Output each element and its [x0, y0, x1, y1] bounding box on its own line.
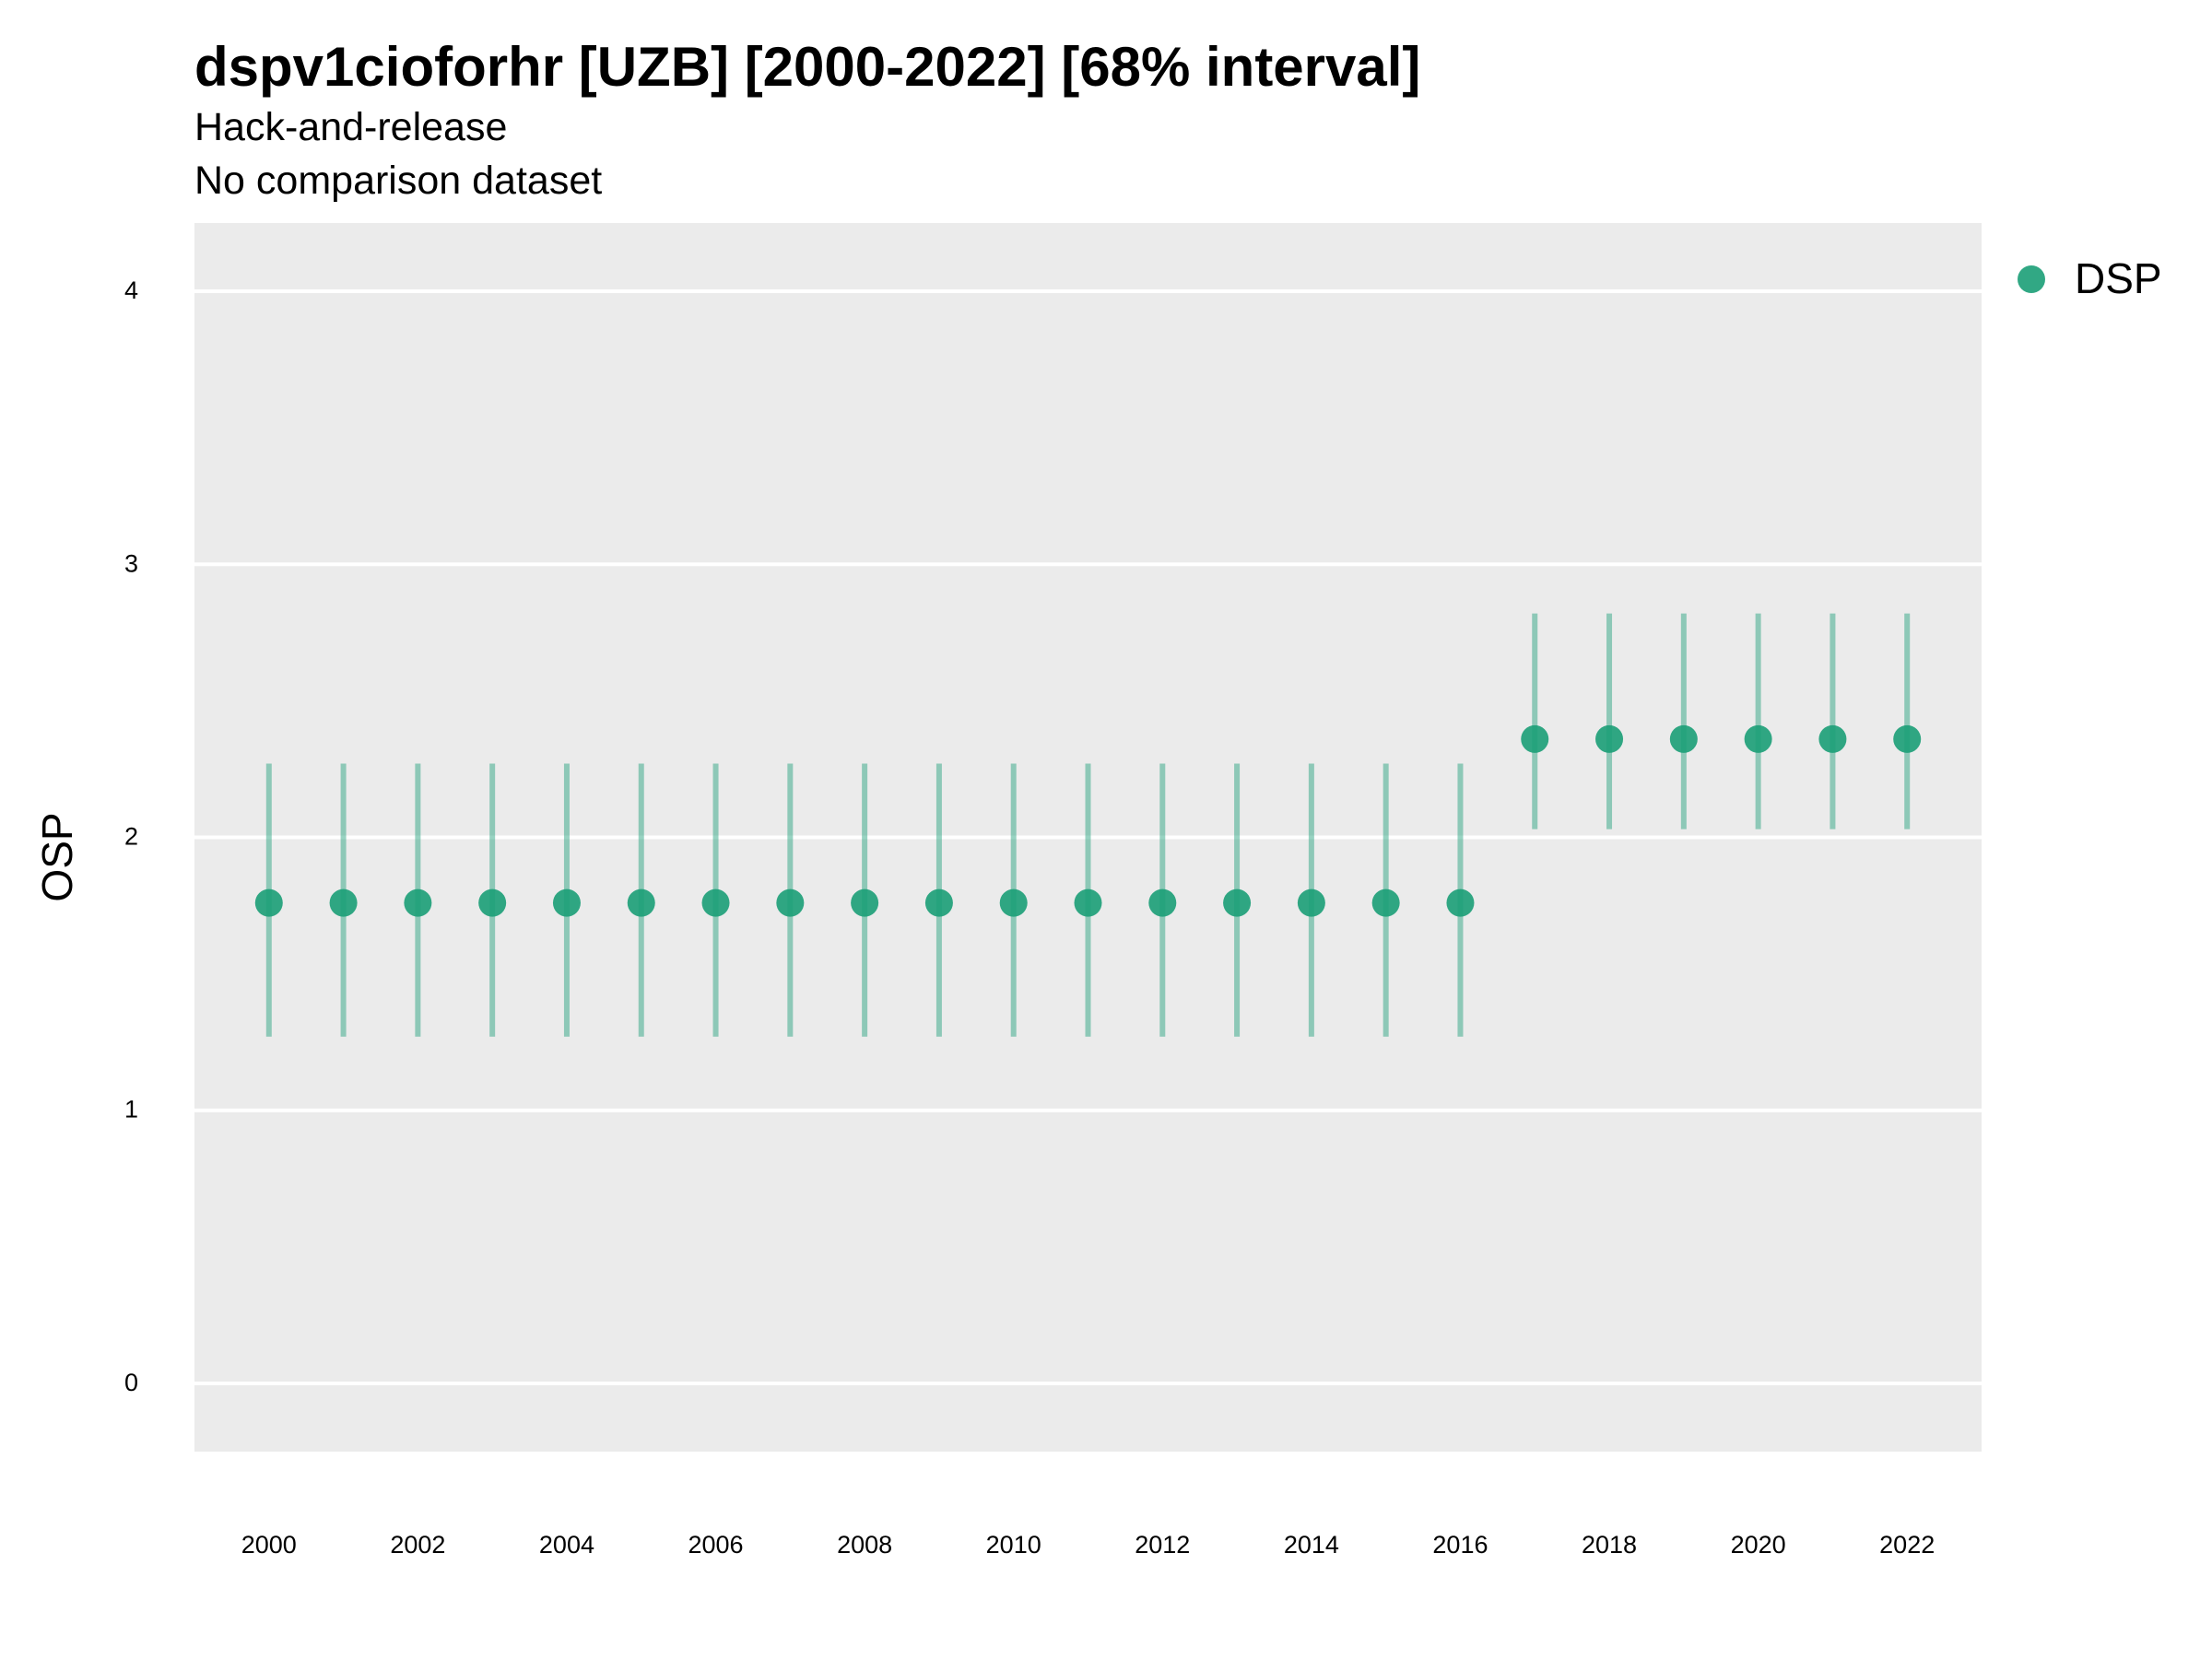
data-point: [924, 888, 953, 917]
data-point: [851, 888, 879, 917]
legend: DSP: [2018, 254, 2162, 302]
y-axis-label: OSP: [33, 812, 81, 901]
data-point: [1595, 724, 1624, 753]
y-tick-label: 1: [124, 1096, 138, 1124]
data-point: [254, 888, 283, 917]
y-tick-label: 3: [124, 549, 138, 577]
x-tick-label: 2006: [688, 1531, 744, 1559]
data-point: [1446, 888, 1475, 917]
data-point: [1148, 888, 1177, 917]
gridlines: [194, 289, 1982, 1385]
data-point: [627, 888, 655, 917]
legend-key-dsp: [2018, 265, 2045, 293]
x-tick-label: 2004: [539, 1531, 594, 1559]
y-tick-label: 2: [124, 823, 138, 851]
data-point: [999, 888, 1028, 917]
x-tick-label: 2010: [986, 1531, 1041, 1559]
data-point: [1223, 888, 1252, 917]
data-point: [1297, 888, 1325, 917]
data-point: [1371, 888, 1400, 917]
y-axis-ticks: 0 1 2 3 4: [124, 276, 138, 1396]
legend-label-dsp: DSP: [2075, 254, 2162, 302]
data-point: [776, 888, 805, 917]
x-tick-label: 2002: [390, 1531, 445, 1559]
data-point: [1669, 724, 1698, 753]
data-point: [404, 888, 432, 917]
data-point: [1521, 724, 1549, 753]
data-points: [254, 724, 1922, 917]
chart-subtitle-secondary: No comparison dataset: [194, 159, 603, 203]
x-axis-ticks: 2000 2002 2004 2006 2008 2010 2012 2014 2016 2018…: [241, 1531, 1935, 1559]
data-point: [1893, 724, 1922, 753]
chart-subtitle: Hack-and-release: [194, 105, 508, 149]
x-tick-label: 2000: [241, 1531, 297, 1559]
x-tick-label: 2022: [1879, 1531, 1935, 1559]
data-point: [701, 888, 730, 917]
x-tick-label: 2014: [1284, 1531, 1339, 1559]
y-tick-label: 0: [124, 1369, 138, 1396]
data-point: [329, 888, 358, 917]
chart-title: dspv1cioforhr [UZB] [2000-2022] [68% int…: [194, 36, 1421, 98]
x-tick-label: 2008: [837, 1531, 892, 1559]
data-point: [552, 888, 581, 917]
data-point: [1744, 724, 1772, 753]
data-point: [478, 888, 507, 917]
x-tick-label: 2016: [1432, 1531, 1488, 1559]
y-tick-label: 4: [124, 276, 138, 304]
x-tick-label: 2012: [1135, 1531, 1190, 1559]
data-point: [1074, 888, 1102, 917]
data-point: [1818, 724, 1847, 753]
x-tick-label: 2020: [1731, 1531, 1786, 1559]
x-tick-label: 2018: [1582, 1531, 1637, 1559]
